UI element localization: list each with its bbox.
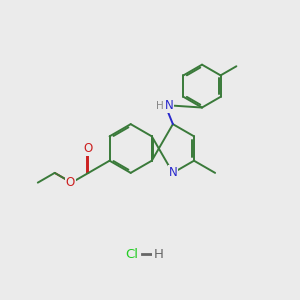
Text: H: H: [153, 248, 163, 260]
Text: N: N: [169, 167, 177, 179]
Text: N: N: [165, 99, 173, 112]
Text: H: H: [156, 101, 164, 111]
Text: O: O: [65, 176, 75, 189]
Text: Cl: Cl: [126, 248, 139, 260]
Text: O: O: [84, 142, 93, 155]
